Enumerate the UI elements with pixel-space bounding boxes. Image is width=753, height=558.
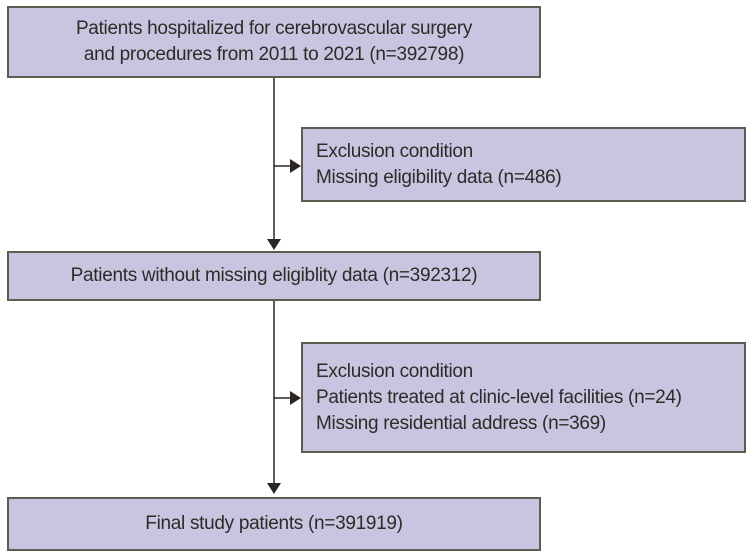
box-final-line-1: Final study patients (n=391919) xyxy=(145,513,403,534)
box-exclusion-1: Exclusion condition Missing eligibility … xyxy=(301,127,746,202)
box-initial-line-2: and procedures from 2011 to 2021 (n=3927… xyxy=(83,44,465,65)
box-exclusion-2-title: Exclusion condition xyxy=(316,360,473,382)
box-eligible-line-1: Patients without missing eligiblity data… xyxy=(70,265,478,286)
box-eligible-patients: Patients without missing eligiblity data… xyxy=(7,251,541,301)
box-initial-line-1: Patients hospitalized for cerebrovascula… xyxy=(75,18,473,39)
box-exclusion-2: Exclusion condition Patients treated at … xyxy=(301,342,746,453)
box-exclusion-1-item-1: Missing eligibility data (n=486) xyxy=(316,166,562,188)
box-initial-patients: Patients hospitalized for cerebrovascula… xyxy=(7,6,541,78)
arrowhead-right-2 xyxy=(290,391,301,405)
arrowhead-right-1 xyxy=(290,159,301,173)
box-exclusion-1-title: Exclusion condition xyxy=(316,140,473,162)
arrowhead-down-1 xyxy=(267,239,281,250)
arrowhead-down-2 xyxy=(267,483,281,494)
box-final-patients: Final study patients (n=391919) xyxy=(7,497,541,551)
box-exclusion-2-item-1: Patients treated at clinic-level facilit… xyxy=(316,386,682,408)
box-exclusion-2-item-2: Missing residential address (n=369) xyxy=(316,412,606,434)
